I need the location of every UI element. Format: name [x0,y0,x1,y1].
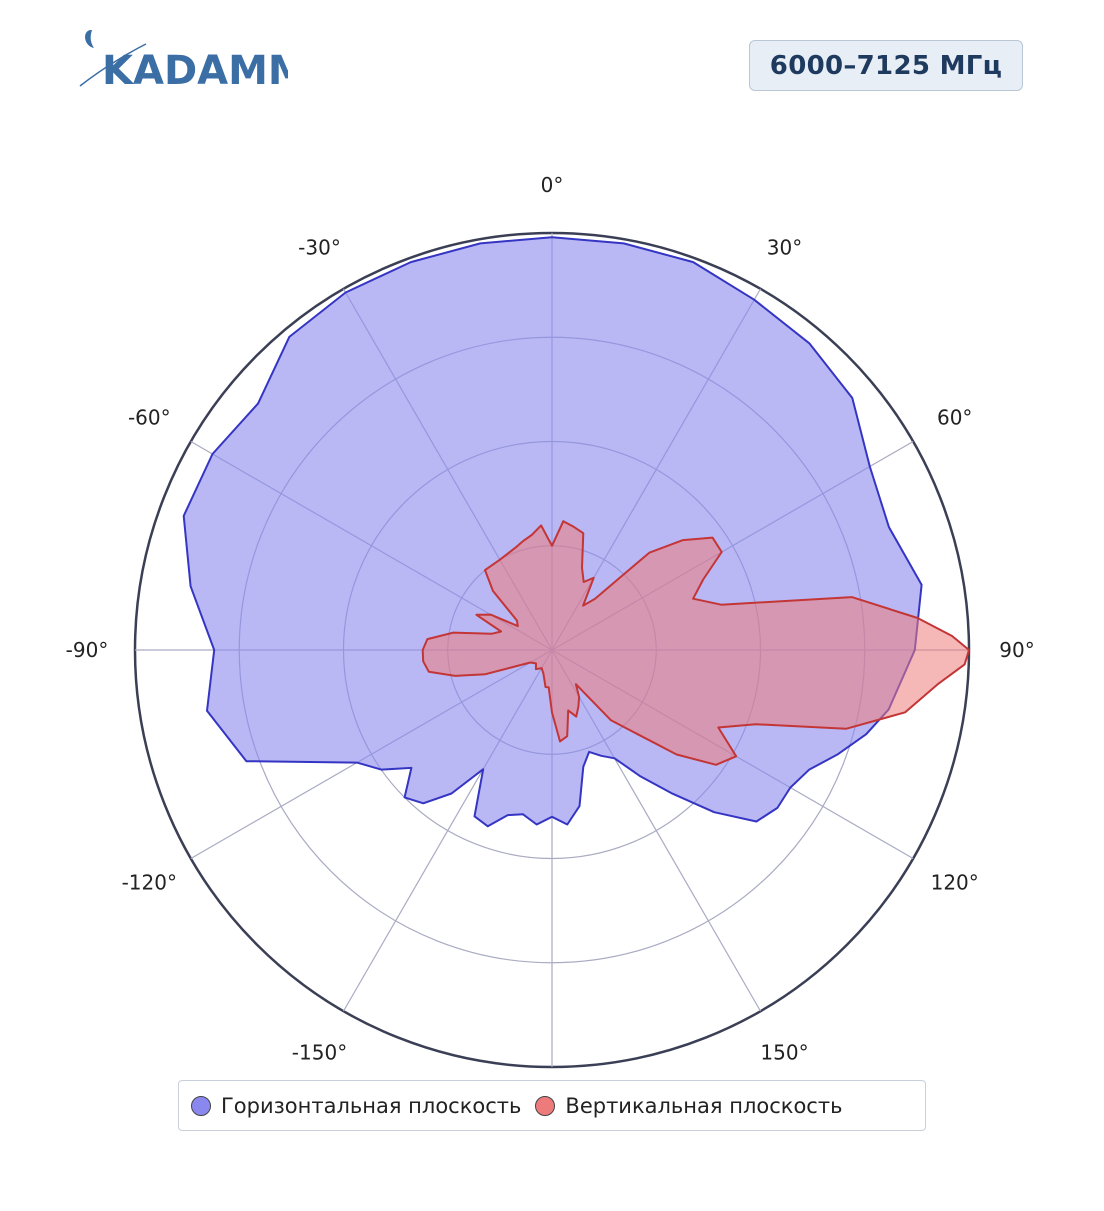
angular-tick-label: 120° [931,871,979,895]
angular-tick-label: 90° [999,638,1034,662]
frequency-label: 6000–7125 МГц [769,50,1003,81]
logo-text: KADAMM [102,48,288,94]
legend-label-vertical: Вертикальная плоскость [565,1093,843,1118]
angular-tick-label: -30° [298,235,341,259]
angular-tick-label: -120° [122,871,177,895]
angular-tick-label: 0° [541,173,564,197]
angular-tick-label: -90° [66,638,109,662]
legend-label-horizontal: Горизонтальная плоскость [221,1093,522,1118]
angular-tick-label: -60° [128,406,171,430]
legend-item-horizontal[interactable]: Горизонтальная плоскость [191,1094,521,1118]
angular-tick-label: 150° [760,1041,808,1065]
legend-item-vertical[interactable]: Вертикальная плоскость [535,1094,842,1118]
chart-legend: Горизонтальная плоскость Вертикальная пл… [178,1080,926,1131]
series-horizontal-area [182,236,923,828]
angular-tick-label: 60° [937,406,972,430]
angular-tick-label: -150° [292,1041,347,1065]
legend-swatch-horizontal [191,1095,211,1116]
frequency-badge: 6000–7125 МГц [749,40,1023,91]
series-vertical-area [421,520,970,766]
angular-tick-label: 30° [767,235,802,259]
legend-swatch-vertical [535,1095,556,1116]
kadamm-logo: KADAMM [79,30,288,94]
